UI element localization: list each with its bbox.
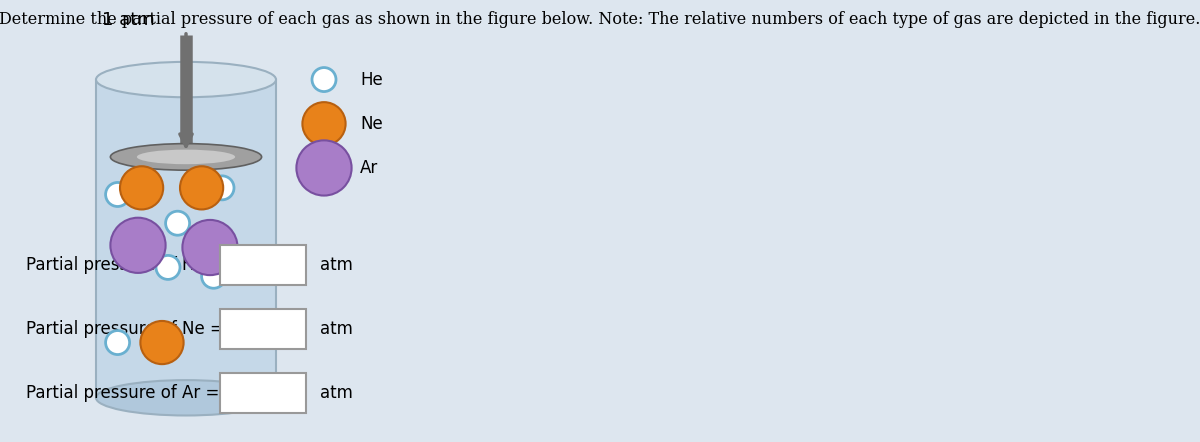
FancyBboxPatch shape: [220, 245, 306, 285]
Text: atm: atm: [320, 320, 353, 338]
Ellipse shape: [182, 220, 238, 275]
Polygon shape: [96, 80, 276, 398]
Ellipse shape: [180, 166, 223, 210]
Text: 1 atm: 1 atm: [102, 11, 155, 29]
Text: Partial pressure of Ar =: Partial pressure of Ar =: [26, 385, 220, 402]
Ellipse shape: [110, 218, 166, 273]
Text: Ne: Ne: [360, 115, 383, 133]
Ellipse shape: [120, 166, 163, 210]
Ellipse shape: [296, 141, 352, 195]
Text: Partial pressure of He =: Partial pressure of He =: [26, 256, 224, 274]
Ellipse shape: [106, 331, 130, 354]
Ellipse shape: [202, 264, 226, 288]
Ellipse shape: [210, 176, 234, 200]
Ellipse shape: [110, 144, 262, 170]
Text: He: He: [360, 71, 383, 88]
Ellipse shape: [106, 183, 130, 206]
Ellipse shape: [166, 211, 190, 235]
Ellipse shape: [140, 321, 184, 364]
Text: atm: atm: [320, 385, 353, 402]
Ellipse shape: [137, 149, 235, 164]
Ellipse shape: [302, 102, 346, 145]
Text: Ar: Ar: [360, 159, 378, 177]
Ellipse shape: [312, 68, 336, 91]
Ellipse shape: [96, 380, 276, 415]
Ellipse shape: [156, 255, 180, 279]
Text: atm: atm: [320, 256, 353, 274]
FancyBboxPatch shape: [220, 373, 306, 413]
FancyBboxPatch shape: [220, 309, 306, 349]
Text: Determine the partial pressure of each gas as shown in the figure below. Note: T: Determine the partial pressure of each g…: [0, 11, 1200, 28]
Text: Partial pressure of Ne =: Partial pressure of Ne =: [26, 320, 224, 338]
Ellipse shape: [96, 62, 276, 97]
